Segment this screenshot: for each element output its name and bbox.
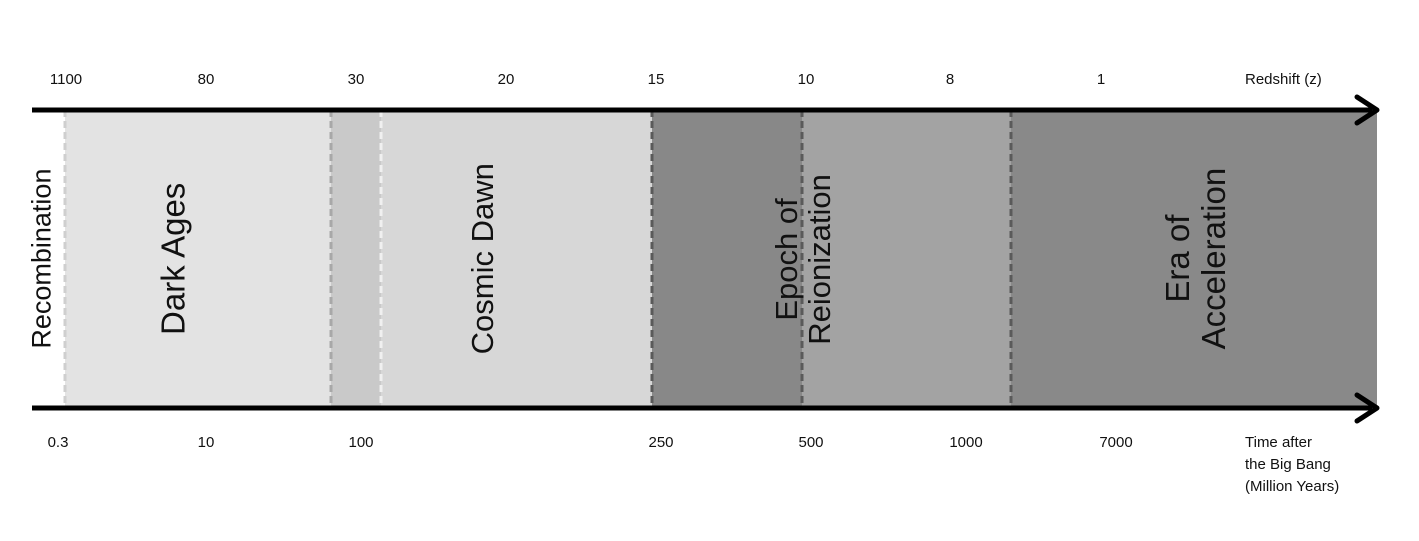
time-tick-label: 250 <box>648 434 674 451</box>
time-tick-label: 7000 <box>1099 434 1133 451</box>
time-tick-label: 0.3 <box>47 434 69 451</box>
band-acceleration <box>1011 110 1377 408</box>
era-dark-ages-label: Dark Ages <box>154 182 192 336</box>
era-acceleration-label-line: Era of <box>1159 214 1197 304</box>
redshift-tick-label: 80 <box>197 71 215 88</box>
band-reionization-early <box>652 110 802 408</box>
redshift-axis-title: Redshift (z) <box>1245 71 1322 88</box>
redshift-tick-label: 15 <box>647 71 665 88</box>
redshift-tick-label: 1100 <box>49 71 83 88</box>
redshift-tick-label: 1 <box>1096 71 1106 88</box>
time-axis-title-line: (Million Years) <box>1245 478 1340 495</box>
time-axis-title-line: Time after <box>1245 434 1312 451</box>
time-tick-label: 10 <box>197 434 215 451</box>
redshift-tick-label: 10 <box>797 71 815 88</box>
era-dark-ages: Dark Ages <box>65 110 281 408</box>
band-dark-ages <box>65 110 331 408</box>
redshift-tick-label: 8 <box>945 71 955 88</box>
band-cosmic-dawn <box>381 110 652 408</box>
redshift-axis-arrowhead <box>1354 94 1380 126</box>
era-acceleration-label-line: Acceleration <box>1194 168 1232 350</box>
time-axis-title-line: the Big Bang <box>1245 456 1331 473</box>
era-reionization-label-line: Reionization <box>801 173 837 345</box>
time-axis-arrowhead <box>1354 392 1380 424</box>
era-recombination-label: Recombination <box>26 168 57 350</box>
time-tick-label: 1000 <box>949 434 983 451</box>
redshift-tick-label: 30 <box>347 71 365 88</box>
era-reionization-label: Epoch of Reionization <box>768 173 837 345</box>
band-transition <box>331 110 381 408</box>
time-tick-label: 100 <box>348 434 374 451</box>
time-tick-label: 500 <box>798 434 824 451</box>
time-axis-title: Time after the Big Bang (Million Years) <box>1245 432 1339 498</box>
era-acceleration: Era of Acceleration <box>1096 110 1296 408</box>
era-cosmic-dawn: Cosmic Dawn <box>381 110 584 408</box>
era-cosmic-dawn-label: Cosmic Dawn <box>464 163 500 355</box>
era-reionization-label-line: Epoch of <box>768 197 804 321</box>
era-acceleration-label: Era of Acceleration <box>1159 168 1232 350</box>
era-reionization: Epoch of Reionization <box>703 110 903 408</box>
redshift-tick-label: 20 <box>497 71 515 88</box>
band-reionization-late <box>802 110 1011 408</box>
